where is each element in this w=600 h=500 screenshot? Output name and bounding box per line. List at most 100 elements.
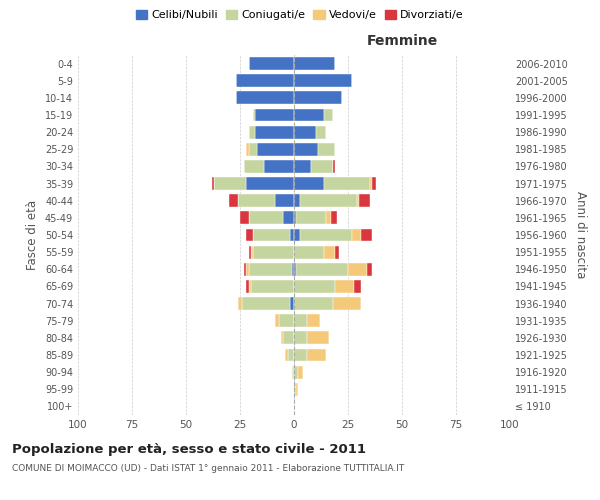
Bar (307, 332, 329, 344)
Bar (333, 160, 335, 173)
Bar (296, 212, 326, 224)
Bar (286, 348, 287, 362)
Bar (294, 160, 311, 173)
Bar (283, 332, 294, 344)
Bar (248, 212, 283, 224)
Bar (352, 228, 361, 241)
Bar (253, 246, 294, 258)
Bar (307, 314, 320, 327)
Bar (335, 280, 355, 293)
Bar (214, 177, 247, 190)
Bar (292, 366, 294, 378)
Bar (359, 194, 370, 207)
Bar (324, 108, 333, 122)
Text: Femmine: Femmine (367, 34, 437, 48)
Bar (290, 297, 294, 310)
Bar (290, 228, 294, 241)
Bar (242, 297, 290, 310)
Bar (294, 263, 296, 276)
Bar (287, 348, 294, 362)
Bar (294, 143, 318, 156)
Bar (331, 212, 337, 224)
Bar (236, 74, 294, 87)
Bar (294, 297, 333, 310)
Bar (279, 314, 294, 327)
Bar (275, 314, 279, 327)
Bar (294, 348, 307, 362)
Bar (296, 383, 298, 396)
Bar (367, 263, 372, 276)
Bar (301, 194, 356, 207)
Bar (244, 160, 264, 173)
Bar (294, 126, 316, 138)
Y-axis label: Fasce di età: Fasce di età (26, 200, 39, 270)
Bar (238, 194, 275, 207)
Bar (324, 177, 370, 190)
Bar (253, 108, 255, 122)
Bar (298, 366, 302, 378)
Bar (294, 108, 324, 122)
Bar (248, 246, 251, 258)
Legend: Celibi/Nubili, Coniugati/e, Vedovi/e, Divorziati/e: Celibi/Nubili, Coniugati/e, Vedovi/e, Di… (132, 6, 468, 25)
Bar (244, 263, 247, 276)
Bar (324, 246, 335, 258)
Bar (247, 263, 248, 276)
Bar (229, 194, 238, 207)
Bar (264, 160, 294, 173)
Bar (294, 92, 341, 104)
Bar (253, 228, 290, 241)
Bar (294, 228, 301, 241)
Bar (307, 348, 326, 362)
Bar (247, 143, 248, 156)
Bar (255, 108, 294, 122)
Bar (333, 297, 361, 310)
Bar (294, 212, 296, 224)
Bar (294, 280, 335, 293)
Bar (294, 246, 324, 258)
Bar (355, 280, 361, 293)
Bar (238, 297, 242, 310)
Bar (294, 366, 298, 378)
Bar (212, 177, 214, 190)
Bar (316, 126, 326, 138)
Text: COMUNE DI MOIMACCO (UD) - Dati ISTAT 1° gennaio 2011 - Elaborazione TUTTITALIA.I: COMUNE DI MOIMACCO (UD) - Dati ISTAT 1° … (12, 464, 404, 473)
Bar (292, 263, 294, 276)
Bar (370, 177, 372, 190)
Bar (248, 280, 251, 293)
Bar (247, 228, 253, 241)
Bar (251, 246, 253, 258)
Bar (372, 177, 376, 190)
Bar (275, 194, 294, 207)
Bar (294, 314, 307, 327)
Bar (236, 92, 294, 104)
Bar (311, 160, 333, 173)
Bar (294, 332, 307, 344)
Bar (240, 212, 248, 224)
Bar (348, 263, 367, 276)
Bar (251, 280, 294, 293)
Bar (361, 228, 372, 241)
Bar (257, 143, 294, 156)
Bar (283, 212, 294, 224)
Bar (248, 57, 294, 70)
Bar (294, 194, 301, 207)
Y-axis label: Anni di nascita: Anni di nascita (574, 192, 587, 278)
Bar (318, 143, 335, 156)
Bar (247, 280, 248, 293)
Bar (281, 332, 283, 344)
Bar (248, 143, 257, 156)
Bar (335, 246, 340, 258)
Bar (296, 263, 348, 276)
Text: Popolazione per età, sesso e stato civile - 2011: Popolazione per età, sesso e stato civil… (12, 442, 366, 456)
Bar (294, 74, 352, 87)
Bar (294, 177, 324, 190)
Bar (248, 263, 292, 276)
Bar (294, 383, 296, 396)
Bar (247, 177, 294, 190)
Bar (326, 212, 331, 224)
Bar (301, 228, 352, 241)
Bar (255, 126, 294, 138)
Bar (356, 194, 359, 207)
Bar (248, 126, 255, 138)
Bar (294, 57, 335, 70)
